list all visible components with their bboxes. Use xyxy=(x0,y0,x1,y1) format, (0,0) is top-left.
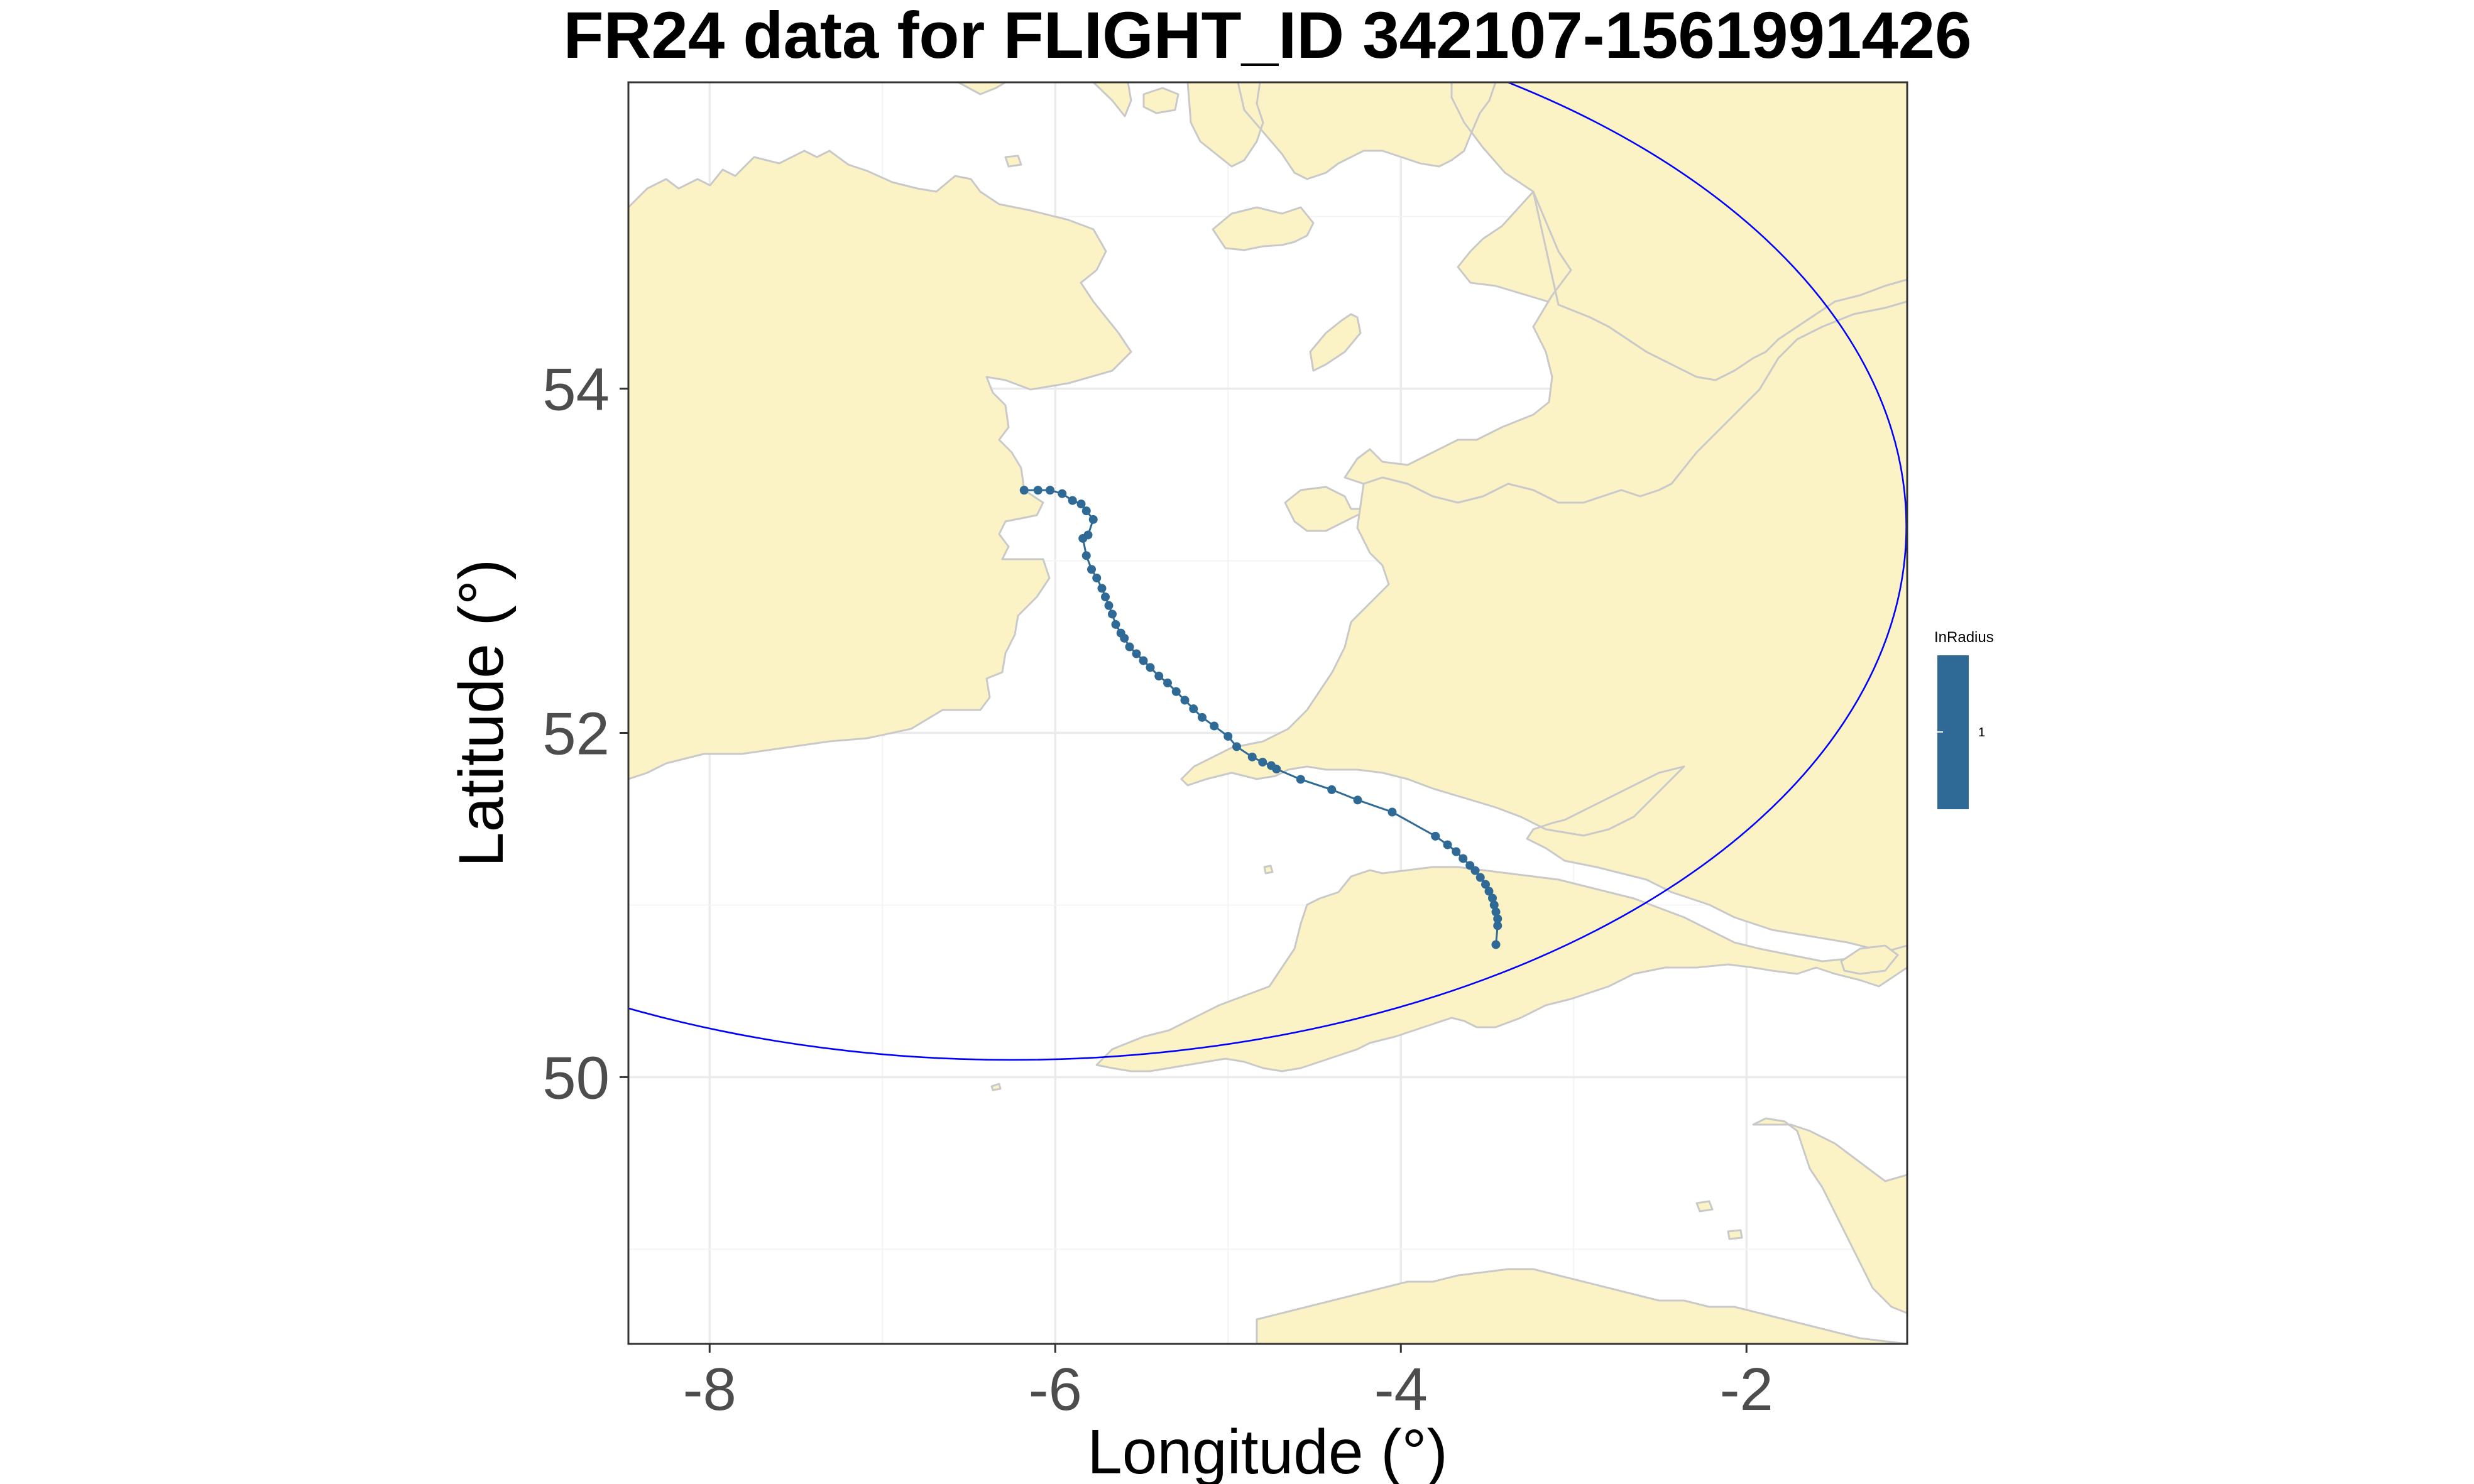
y-axis-title: Latitude (°) xyxy=(446,559,517,867)
track-point xyxy=(1484,887,1494,896)
land-wales-england xyxy=(1180,300,1907,956)
flight-track xyxy=(1019,486,1502,949)
track-point xyxy=(1470,866,1480,875)
track-point xyxy=(1232,742,1241,751)
track-point xyxy=(1111,619,1120,629)
track-point xyxy=(1146,663,1155,672)
track-point xyxy=(1058,489,1067,498)
track-point xyxy=(1189,704,1198,714)
land-channel-islands xyxy=(1695,1200,1743,1240)
track-point xyxy=(1097,584,1107,593)
track-point xyxy=(1081,506,1091,516)
track-point xyxy=(1104,601,1114,610)
track-point xyxy=(1475,873,1485,882)
track-point xyxy=(1101,592,1110,602)
track-point xyxy=(1491,907,1501,917)
land-scilly xyxy=(990,1083,1002,1091)
track-point xyxy=(1076,499,1086,509)
track-point xyxy=(1489,900,1499,910)
track-point xyxy=(1296,775,1305,784)
y-axis: 50 52 54 xyxy=(542,356,628,1111)
track-point xyxy=(1491,940,1501,949)
track-point xyxy=(1258,758,1267,767)
track-point xyxy=(1459,854,1468,863)
track-point xyxy=(1223,731,1233,741)
x-tick-label: -6 xyxy=(1029,1356,1082,1423)
legend: InRadius 1 xyxy=(1934,629,1994,809)
track-point xyxy=(1092,573,1102,582)
track-point xyxy=(1388,807,1397,817)
track-point xyxy=(1272,765,1281,774)
land-normandy xyxy=(1752,1117,1907,1314)
track-point xyxy=(1087,565,1096,574)
track-point xyxy=(1132,649,1141,658)
track-point xyxy=(1078,533,1088,543)
land-islet-1 xyxy=(1142,87,1180,114)
track-point xyxy=(1443,840,1452,849)
track-point xyxy=(1088,515,1098,524)
legend-label: 1 xyxy=(1978,726,1985,739)
track-point xyxy=(1068,496,1077,505)
chart-title: FR24 data for FLIGHT_ID 342107-156199142… xyxy=(563,0,1971,72)
track-point xyxy=(1493,921,1502,930)
track-point xyxy=(1493,914,1502,924)
track-point xyxy=(1180,696,1190,705)
track-point xyxy=(1081,551,1091,560)
land-islet-2 xyxy=(1092,82,1132,117)
track-point xyxy=(1033,486,1043,495)
track-point xyxy=(1247,752,1257,761)
x-tick-label: -2 xyxy=(1720,1356,1773,1423)
panel-border xyxy=(627,81,1908,1345)
track-point xyxy=(1019,486,1029,495)
track-point xyxy=(1120,633,1129,643)
land-layer xyxy=(628,82,1907,1344)
y-tick-label: 50 xyxy=(542,1044,610,1111)
land-isle-of-wight xyxy=(1840,944,1899,975)
track-point xyxy=(1125,642,1134,652)
land-brittany xyxy=(1256,1268,1907,1344)
track-point xyxy=(1198,712,1207,722)
track-point xyxy=(1154,672,1164,681)
land-isle-of-man xyxy=(1309,313,1362,372)
x-tick-label: -4 xyxy=(1374,1356,1428,1423)
track-point xyxy=(1488,893,1497,903)
track-points xyxy=(1019,486,1502,949)
track-point xyxy=(1481,880,1490,889)
land-islet-4 xyxy=(1004,155,1022,168)
plot-panel xyxy=(627,81,1908,1345)
track-point xyxy=(1108,609,1117,619)
track-point xyxy=(1171,687,1181,696)
land-ireland xyxy=(628,150,1132,780)
x-axis: -8 -6 -4 -2 xyxy=(683,1344,1773,1423)
land-islet-5 xyxy=(1263,865,1274,875)
legend-title: InRadius xyxy=(1934,629,1994,646)
y-tick-label: 52 xyxy=(542,701,610,768)
track-point xyxy=(1139,656,1148,665)
land-southwest-peninsula xyxy=(1095,866,1907,1072)
track-point xyxy=(1353,795,1362,805)
land-islet-3 xyxy=(957,82,1007,95)
track-point xyxy=(1046,486,1054,495)
x-tick-label: -8 xyxy=(683,1356,736,1423)
x-axis-title: Longitude (°) xyxy=(1087,1417,1448,1484)
track-point xyxy=(1327,785,1337,794)
track-point xyxy=(1210,721,1219,731)
track-point xyxy=(1431,831,1440,841)
track-point xyxy=(1452,847,1461,856)
track-point xyxy=(1163,679,1172,688)
y-tick-label: 54 xyxy=(542,356,610,423)
